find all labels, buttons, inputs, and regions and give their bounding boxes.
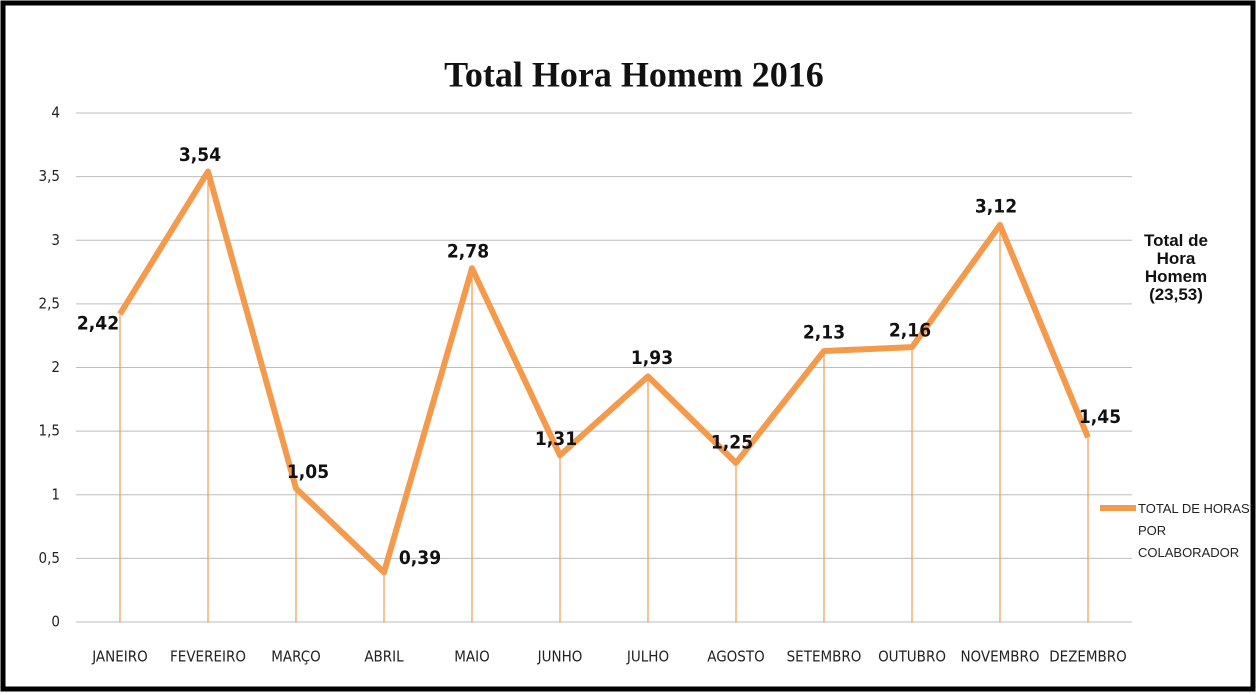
x-tick-label: FEVEREIRO: [170, 648, 246, 666]
x-tick-label: JANEIRO: [91, 648, 148, 666]
x-tick-label: JUNHO: [537, 648, 583, 666]
x-tick-label: MAIO: [454, 648, 489, 666]
x-tick-label: ABRIL: [364, 648, 404, 666]
y-tick-label: 2,5: [39, 294, 60, 312]
y-tick-label: 3: [51, 231, 60, 249]
line: [117, 168, 1091, 576]
data-label: 2,78: [447, 241, 489, 263]
data-label: 2,16: [889, 320, 931, 342]
data-label: 2,13: [803, 321, 845, 343]
x-tick-label: JULHO: [626, 648, 669, 666]
annotation: Total de Hora Homem (23,53): [1144, 231, 1208, 304]
data-label: 3,12: [975, 195, 1017, 217]
y-tick-label: 0: [51, 613, 60, 631]
y-tick-label: 2: [51, 358, 60, 376]
data-label: 1,31: [535, 428, 577, 450]
x-tick-label: MARÇO: [271, 648, 321, 666]
y-tick-label: 3,5: [39, 167, 60, 185]
data-label: 0,39: [399, 547, 441, 569]
data-label: 3,54: [179, 144, 221, 166]
data-label: 1,45: [1079, 406, 1121, 428]
y-tick-label: 0,5: [39, 549, 60, 567]
x-tick-label: NOVEMBRO: [960, 648, 1039, 666]
legend-label: TOTAL DE HORAS POR COLABORADOR: [1138, 501, 1250, 560]
x-tick-label: SETEMBRO: [787, 648, 862, 666]
x-tick-label: AGOSTO: [707, 648, 764, 666]
data-label: 1,05: [287, 461, 329, 483]
data-label: 1,93: [631, 347, 673, 369]
data-label: 1,25: [711, 431, 753, 453]
y-tick-label: 4: [51, 104, 60, 122]
y-tick-label: 1: [51, 485, 60, 503]
x-tick-label: DEZEMBRO: [1049, 648, 1127, 666]
x-tick-label: OUTUBRO: [878, 648, 946, 666]
data-label: 2,42: [77, 313, 119, 335]
y-tick-label: 1,5: [39, 422, 60, 440]
chart-title: Total Hora Homem 2016: [444, 54, 824, 94]
